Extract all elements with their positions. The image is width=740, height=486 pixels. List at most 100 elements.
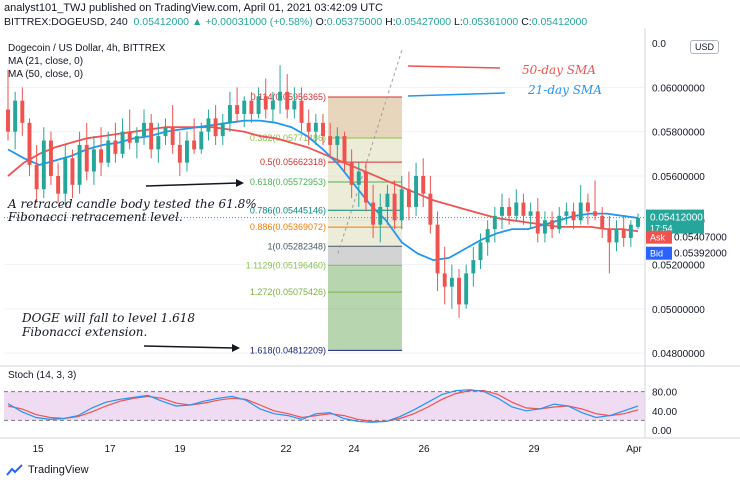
symbol-label: BITTREX:DOGEUSD, 240 — [4, 16, 128, 28]
candle-down — [428, 193, 433, 225]
candle-up — [514, 202, 519, 216]
candle-down — [621, 229, 626, 238]
note2-line1: DOGE will fall to level 1.618 — [21, 311, 195, 325]
candle-up — [335, 136, 340, 145]
candle-up — [227, 105, 232, 123]
fib-level-label: 0.382(0.05771486) — [250, 133, 326, 143]
candle-down — [585, 202, 590, 212]
high-label: H: — [385, 16, 396, 28]
price-axis-label: 0.05200000 — [652, 261, 705, 272]
candle-down — [607, 229, 612, 243]
sma-lines — [7, 119, 639, 262]
candle-down — [99, 149, 104, 163]
time-axis-label: 22 — [280, 444, 292, 455]
candle-up — [13, 100, 18, 132]
high-value: 0.05427000 — [395, 16, 452, 28]
candle-up — [220, 122, 225, 137]
note1-arrow-line — [145, 182, 239, 187]
candle-down — [392, 193, 397, 221]
candle-down — [550, 220, 555, 230]
price-axis-label: 0.05600000 — [652, 172, 705, 183]
bid-label: Bid — [650, 249, 663, 259]
candle-up — [500, 206, 504, 216]
candle-down — [349, 162, 354, 185]
candle-down — [149, 122, 154, 150]
candle-down — [177, 144, 182, 163]
candle-up — [292, 100, 297, 110]
candle-down — [306, 122, 311, 132]
candle-up — [636, 218, 640, 227]
tradingview-label: TradingView — [28, 464, 89, 476]
legend-ma50: MA (50, close, 0) — [8, 69, 83, 80]
candle-up — [242, 100, 247, 114]
candle-down — [213, 118, 218, 137]
price-axis-label: 0.05800000 — [652, 128, 705, 139]
open-label: O: — [315, 16, 327, 28]
up-arrow-icon: ▲ — [191, 16, 203, 28]
legend-pair: Dogecoin / US Dollar, 4h, BITTREX — [8, 43, 166, 54]
currency-badge[interactable]: USD — [690, 40, 720, 54]
fib-zone-top — [328, 97, 402, 138]
current-price-tag — [646, 209, 704, 234]
candle-up — [564, 211, 569, 216]
candle-up — [278, 91, 283, 101]
ohlc-line: BITTREX:DOGEUSD, 240 0.05412000 ▲ +0.000… — [4, 16, 587, 28]
note1-line1: A retraced candle body tested the 61.8% — [7, 197, 257, 211]
price-change: +0.00031000 (+0.58%) — [205, 16, 313, 28]
stochastic-pane: Stoch (14, 3, 3) 80.00 40.00 0.00 — [4, 370, 677, 437]
note2-line2: Fibonacci extension. — [21, 325, 147, 339]
sma50-annotation: 50-day SMA — [522, 63, 596, 77]
candle-down — [34, 164, 39, 190]
tradingview-logo-icon — [6, 464, 23, 476]
annotations: Dogecoin / US Dollar, 4h, BITTREX MA (21,… — [7, 43, 602, 352]
candle-up — [256, 96, 261, 114]
candle-down — [20, 100, 25, 123]
candle-down — [535, 211, 540, 234]
stoch-legend: Stoch (14, 3, 3) — [8, 370, 76, 381]
low-label: L: — [454, 16, 463, 28]
price-axis-label: 0.04800000 — [652, 349, 705, 360]
candle-countdown: 17:54 — [650, 224, 673, 234]
tradingview-footer[interactable]: TradingView — [6, 464, 89, 476]
fib-level-label: 0.5(0.05662318) — [260, 157, 326, 167]
candle-up — [41, 140, 46, 190]
candle-up — [163, 127, 168, 137]
axes: 0.060000000.058000000.056000000.05400000… — [0, 28, 740, 455]
fib-level-label: 0.618(0.05572953) — [250, 177, 326, 187]
candle-down — [507, 206, 512, 216]
bid-value: 0.05392000 — [674, 249, 727, 260]
candle-up — [485, 229, 490, 243]
candle-up — [356, 171, 361, 185]
candle-down — [299, 100, 304, 123]
candle-up — [557, 215, 562, 230]
ask-value: 0.05407000 — [674, 233, 727, 244]
last-price: 0.05412000 — [133, 16, 190, 28]
stoch-axis-label: 0.00 — [652, 426, 672, 437]
fib-zone-bottom — [328, 265, 402, 351]
close-value: 0.05412000 — [531, 16, 588, 28]
sma21-marker-line — [407, 92, 506, 97]
candle-up — [120, 131, 125, 154]
fib-level-label: 0.886(0.05369072) — [250, 222, 326, 232]
candle-down — [127, 131, 132, 143]
candle-up — [628, 224, 633, 238]
candle-down — [321, 122, 325, 137]
candle-down — [48, 140, 53, 176]
candle-down — [600, 215, 605, 230]
time-axis-label: 17 — [104, 444, 116, 455]
note2-arrow-head — [232, 344, 240, 352]
candle-down — [371, 202, 376, 225]
ask-tag — [646, 230, 672, 244]
price-axis-label: 0.05000000 — [652, 305, 705, 316]
time-axis-label: Apr — [626, 444, 642, 455]
time-axis-label: 19 — [174, 444, 186, 455]
note1-line2: Fibonacci retracement level. — [7, 210, 183, 224]
candle-up — [63, 158, 68, 194]
candle-down — [421, 175, 426, 194]
candle-up — [134, 136, 139, 143]
candle-down — [263, 96, 268, 110]
candle-up — [478, 242, 483, 261]
ask-label: Ask — [650, 233, 666, 243]
candle-up — [206, 118, 211, 132]
candlestick-series — [6, 65, 640, 318]
